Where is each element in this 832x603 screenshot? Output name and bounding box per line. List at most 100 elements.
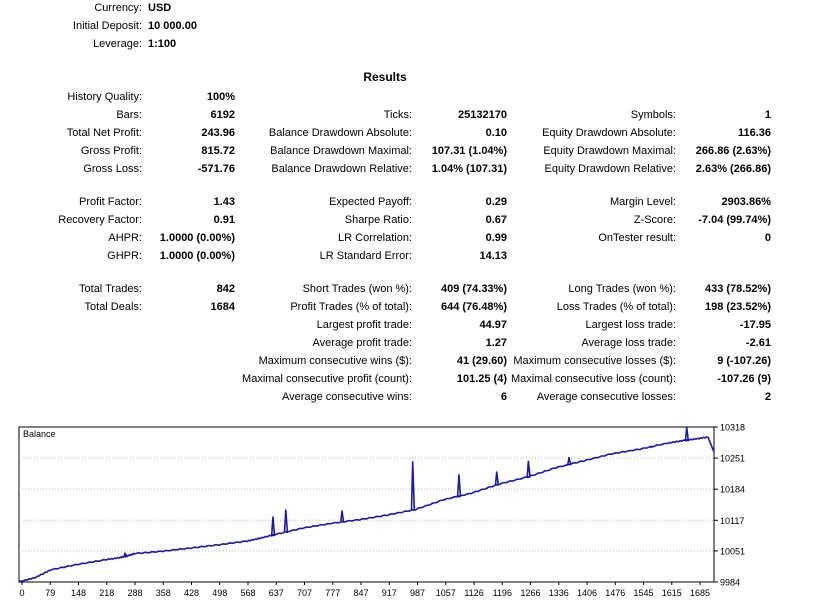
col2-label: Profit Trades (% of total): <box>290 301 412 313</box>
x-tick-label: 1476 <box>605 588 625 598</box>
legend-balance: Balance <box>23 429 56 439</box>
col3-label: Symbols: <box>630 109 676 121</box>
col2-value: 409 (74.33%) <box>440 283 507 295</box>
col3-value: 0 <box>764 232 771 244</box>
col3-value: 9 (-107.26) <box>717 355 771 367</box>
leverage-value: 1:100 <box>148 38 177 50</box>
x-tick-label: 1126 <box>464 588 483 598</box>
col1-label: Recovery Factor: <box>58 214 142 226</box>
y-tick-label: 9984 <box>720 578 740 588</box>
col1-value: 0.91 <box>213 214 235 226</box>
x-tick-label: 1057 <box>436 588 456 598</box>
col3-label: Z-Score: <box>633 214 676 226</box>
col2-value: 25132170 <box>458 109 507 121</box>
col3-value: 2 <box>764 391 771 403</box>
x-tick-label: 498 <box>212 588 227 598</box>
col2-value: 107.31 (1.04%) <box>431 145 507 157</box>
col3-label: Loss Trades (% of total): <box>556 301 676 313</box>
x-tick-label: 1406 <box>577 588 597 598</box>
x-tick-label: 847 <box>354 588 369 598</box>
x-tick-label: 568 <box>241 588 256 598</box>
col1-label: GHPR: <box>107 250 142 262</box>
col2-value: 644 (76.48%) <box>440 301 507 313</box>
col1-value: 842 <box>216 283 235 295</box>
x-tick-label: 358 <box>156 588 171 598</box>
x-tick-label: 428 <box>184 588 199 598</box>
y-tick-label: 10117 <box>720 516 744 526</box>
x-tick-label: 79 <box>45 588 55 598</box>
x-tick-label: 1685 <box>690 588 710 598</box>
col3-label: Equity Drawdown Maximal: <box>543 145 676 157</box>
col1-value: 1.0000 (0.00%) <box>159 232 235 244</box>
x-tick-label: 0 <box>19 588 24 598</box>
leverage-label: Leverage: <box>93 38 142 50</box>
x-tick-label: 777 <box>325 588 340 598</box>
col2-label: Average consecutive wins: <box>281 391 412 403</box>
col2-value: 44.97 <box>479 319 507 331</box>
balance-chart: 10318 10251 10184 10117 10051 9984 0 79 148 218 28… <box>0 422 832 600</box>
x-tick-label: 637 <box>269 588 284 598</box>
col1-value: 100% <box>206 91 235 103</box>
col3-value: -107.26 (9) <box>717 373 771 385</box>
col2-label: Expected Payoff: <box>329 196 412 208</box>
col1-label: Gross Profit: <box>80 145 142 157</box>
col2-label: Largest profit trade: <box>316 319 412 331</box>
col3-value: 2.63% (266.86) <box>695 163 771 175</box>
col2-label: Short Trades (won %): <box>302 283 412 295</box>
col3-label: Long Trades (won %): <box>568 283 676 295</box>
col2-value: 0.67 <box>485 214 507 226</box>
x-tick-label: 1615 <box>662 588 682 598</box>
col1-value: -571.76 <box>197 163 235 175</box>
x-tick-label: 1266 <box>521 588 541 598</box>
col2-label: LR Correlation: <box>338 232 412 244</box>
col2-value: 0.29 <box>485 196 507 208</box>
col1-value: 1.0000 (0.00%) <box>159 250 235 262</box>
initial-deposit-label: Initial Deposit: <box>72 20 142 32</box>
col1-label: Gross Loss: <box>83 163 142 175</box>
col3-label: Largest loss trade: <box>585 319 677 331</box>
col3-value: 433 (78.52%) <box>704 283 771 295</box>
col1-value: 1684 <box>210 301 235 313</box>
col1-value: 1.43 <box>213 196 235 208</box>
currency-value: USD <box>148 2 172 14</box>
col2-label: Ticks: <box>383 109 412 121</box>
col2-value: 0.99 <box>485 232 507 244</box>
x-tick-label: 987 <box>410 588 425 598</box>
results-title: Results <box>363 70 407 84</box>
col2-label: Balance Drawdown Relative: <box>271 163 412 175</box>
col1-label: Profit Factor: <box>79 196 142 208</box>
col2-label: Maximum consecutive wins ($): <box>258 355 412 367</box>
y-tick-label: 10251 <box>720 454 745 464</box>
col3-value: 2903.86% <box>721 196 771 208</box>
col2-label: Average profit trade: <box>312 337 412 349</box>
col3-value: -2.61 <box>745 337 771 349</box>
col1-label: History Quality: <box>67 91 142 103</box>
x-tick-label: 288 <box>127 588 142 598</box>
y-tick-label: 10051 <box>720 546 745 556</box>
col3-value: 116.36 <box>737 127 771 139</box>
col2-label: Maximal consecutive profit (count): <box>242 373 412 385</box>
col1-label: Total Deals: <box>84 301 142 313</box>
col3-value: -17.95 <box>739 319 771 331</box>
balance-line <box>18 426 715 583</box>
col3-label: Maximum consecutive losses ($): <box>513 355 676 367</box>
x-tick-label: 1336 <box>549 588 569 598</box>
x-tick-label: 707 <box>297 588 312 598</box>
plot-frame <box>18 426 715 583</box>
balance-chart-svg: 10318 10251 10184 10117 10051 9984 0 79 148 218 28… <box>18 423 745 598</box>
col2-value: 0.10 <box>485 127 507 139</box>
col2-label: Balance Drawdown Maximal: <box>270 145 412 157</box>
col3-label: Margin Level: <box>609 196 676 208</box>
col3-label: Maximal consecutive loss (count): <box>510 373 676 385</box>
col1-label: Bars: <box>116 109 142 121</box>
col2-value: 101.25 (4) <box>456 373 507 385</box>
col2-label: LR Standard Error: <box>319 250 412 262</box>
col3-value: 1 <box>764 109 771 121</box>
y-tick-label: 10184 <box>720 485 745 495</box>
col1-label: AHPR: <box>108 232 142 244</box>
col2-value: 6 <box>500 391 507 403</box>
col3-label: OnTester result: <box>598 232 676 244</box>
col1-value: 6192 <box>210 109 235 121</box>
col2-value: 1.27 <box>485 337 507 349</box>
col2-value: 41 (29.60) <box>456 355 507 367</box>
